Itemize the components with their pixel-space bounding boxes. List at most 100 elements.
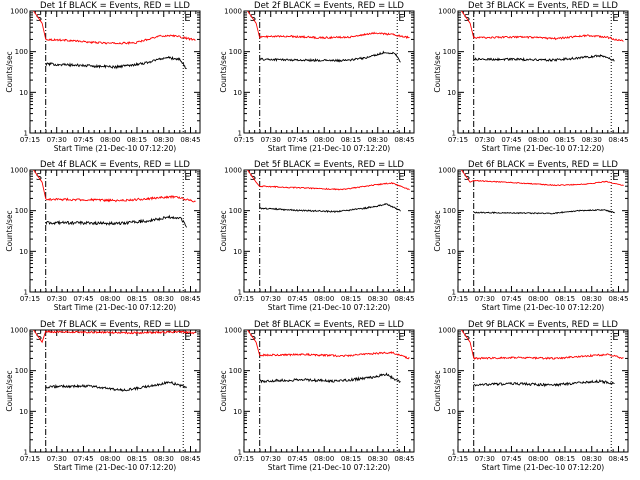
x-tick-label: 07:45 [501, 136, 521, 144]
y-tick-label: 1 [238, 130, 242, 138]
plot-frame [243, 169, 415, 293]
y-axis-label: Counts/sec [5, 210, 14, 251]
plot-frame [29, 329, 201, 453]
detector-panel-3: Det 3f BLACK = Events, RED = LLD 1 10 100 10… [433, 1, 629, 153]
y-axis-label: Counts/sec [433, 370, 442, 411]
y-tick-label: 1 [452, 289, 456, 297]
x-tick-label: 07:15 [234, 136, 254, 144]
x-tick-label: 07:30 [261, 136, 281, 144]
y-tick-label: 10 [447, 408, 456, 416]
end-marker-label: E [612, 332, 618, 343]
y-tick-label: 10 [233, 89, 242, 97]
x-tick-label: 08:15 [555, 136, 575, 144]
x-axis-label: Start Time (21-Dec-10 07:12:20) [268, 463, 390, 472]
y-tick-label: 100 [443, 207, 456, 215]
panel-title: Det 2f BLACK = Events, RED = LLD [254, 1, 404, 11]
lld-series-line [33, 170, 196, 203]
x-axis-label: Start Time (21-Dec-10 07:12:20) [482, 303, 604, 312]
panel-title: Det 9f BLACK = Events, RED = LLD [468, 320, 618, 330]
x-tick-label: 08:45 [394, 136, 414, 144]
end-marker-label: E [184, 13, 190, 24]
y-tick-label: 100 [15, 207, 28, 215]
x-tick-label: 07:45 [501, 295, 521, 303]
x-tick-label: 08:15 [127, 136, 147, 144]
y-tick-label: 1000 [438, 167, 456, 175]
x-tick-label: 08:30 [368, 455, 388, 463]
y-axis-label: Counts/sec [5, 370, 14, 411]
x-axis-label: Start Time (21-Dec-10 07:12:20) [268, 303, 390, 312]
y-tick-label: 1 [24, 449, 28, 457]
y-tick-label: 1 [24, 289, 28, 297]
panel-title: Det 7f BLACK = Events, RED = LLD [40, 320, 190, 330]
x-tick-label: 08:00 [528, 136, 548, 144]
x-tick-label: 07:15 [20, 295, 40, 303]
detector-panel-5: Det 5f BLACK = Events, RED = LLD 1 10 100 10… [219, 160, 415, 312]
panel-title: Det 8f BLACK = Events, RED = LLD [254, 320, 404, 330]
y-tick-label: 10 [19, 248, 28, 256]
y-axis-label: Counts/sec [219, 210, 228, 251]
x-tick-label: 08:30 [582, 295, 602, 303]
x-tick-label: 08:15 [127, 295, 147, 303]
x-axis-label: Start Time (21-Dec-10 07:12:20) [482, 463, 604, 472]
x-axis-label: Start Time (21-Dec-10 07:12:20) [54, 303, 176, 312]
lld-series-line [247, 330, 410, 360]
end-marker-label: E [398, 332, 404, 343]
y-tick-label: 1000 [10, 327, 28, 335]
x-tick-label: 07:30 [475, 136, 495, 144]
x-tick-label: 07:15 [20, 136, 40, 144]
end-marker-label: E [398, 13, 404, 24]
lld-series-line [461, 11, 624, 42]
x-tick-label: 07:45 [287, 136, 307, 144]
detector-panel-4: Det 4f BLACK = Events, RED = LLD 1 10 100 10… [5, 160, 201, 312]
x-tick-label: 08:45 [608, 455, 628, 463]
x-tick-label: 08:15 [555, 455, 575, 463]
panel-title: Det 1f BLACK = Events, RED = LLD [40, 1, 190, 11]
x-tick-label: 08:15 [341, 455, 361, 463]
x-axis-label: Start Time (21-Dec-10 07:12:20) [482, 144, 604, 153]
end-marker-label: E [398, 172, 404, 183]
x-tick-label: 08:00 [314, 136, 334, 144]
events-series-line [473, 54, 615, 62]
y-axis-label: Counts/sec [219, 370, 228, 411]
y-tick-label: 100 [443, 48, 456, 56]
plot-frame [457, 169, 629, 293]
x-tick-label: 07:30 [261, 295, 281, 303]
detector-panel-6: Det 6f BLACK = Events, RED = LLD 1 10 100 10… [433, 160, 629, 312]
x-tick-label: 07:15 [448, 455, 468, 463]
x-tick-label: 08:00 [100, 295, 120, 303]
y-tick-label: 10 [447, 89, 456, 97]
lld-series-line [247, 11, 410, 40]
x-tick-label: 08:00 [314, 455, 334, 463]
end-marker-label: E [612, 172, 618, 183]
events-series-line [259, 50, 401, 63]
x-tick-label: 07:30 [47, 295, 67, 303]
x-tick-label: 08:45 [180, 136, 200, 144]
x-tick-label: 07:15 [448, 136, 468, 144]
y-tick-label: 100 [443, 367, 456, 375]
x-tick-label: 08:15 [127, 455, 147, 463]
y-tick-label: 100 [229, 48, 242, 56]
end-marker-label: E [184, 172, 190, 183]
events-series-line [45, 55, 187, 70]
lld-series-line [247, 170, 410, 191]
y-tick-label: 1000 [438, 327, 456, 335]
detector-panel-9: Det 9f BLACK = Events, RED = LLD 1 10 100 10… [433, 320, 629, 472]
x-tick-label: 08:30 [154, 136, 174, 144]
x-tick-label: 07:15 [448, 295, 468, 303]
y-tick-label: 100 [15, 48, 28, 56]
y-tick-label: 10 [19, 89, 28, 97]
x-tick-label: 07:45 [287, 295, 307, 303]
x-tick-label: 08:00 [528, 295, 548, 303]
events-series-line [473, 208, 615, 215]
x-tick-label: 08:45 [608, 295, 628, 303]
lld-series-line [33, 11, 196, 45]
y-tick-label: 1 [238, 289, 242, 297]
detector-panel-2: Det 2f BLACK = Events, RED = LLD 1 10 100 10… [219, 1, 415, 153]
x-tick-label: 08:00 [314, 295, 334, 303]
plot-frame [457, 10, 629, 134]
panel-title: Det 3f BLACK = Events, RED = LLD [468, 1, 618, 11]
x-tick-label: 08:45 [180, 455, 200, 463]
lld-series-line [33, 330, 196, 344]
plot-frame [29, 169, 201, 293]
y-tick-label: 1000 [224, 327, 242, 335]
